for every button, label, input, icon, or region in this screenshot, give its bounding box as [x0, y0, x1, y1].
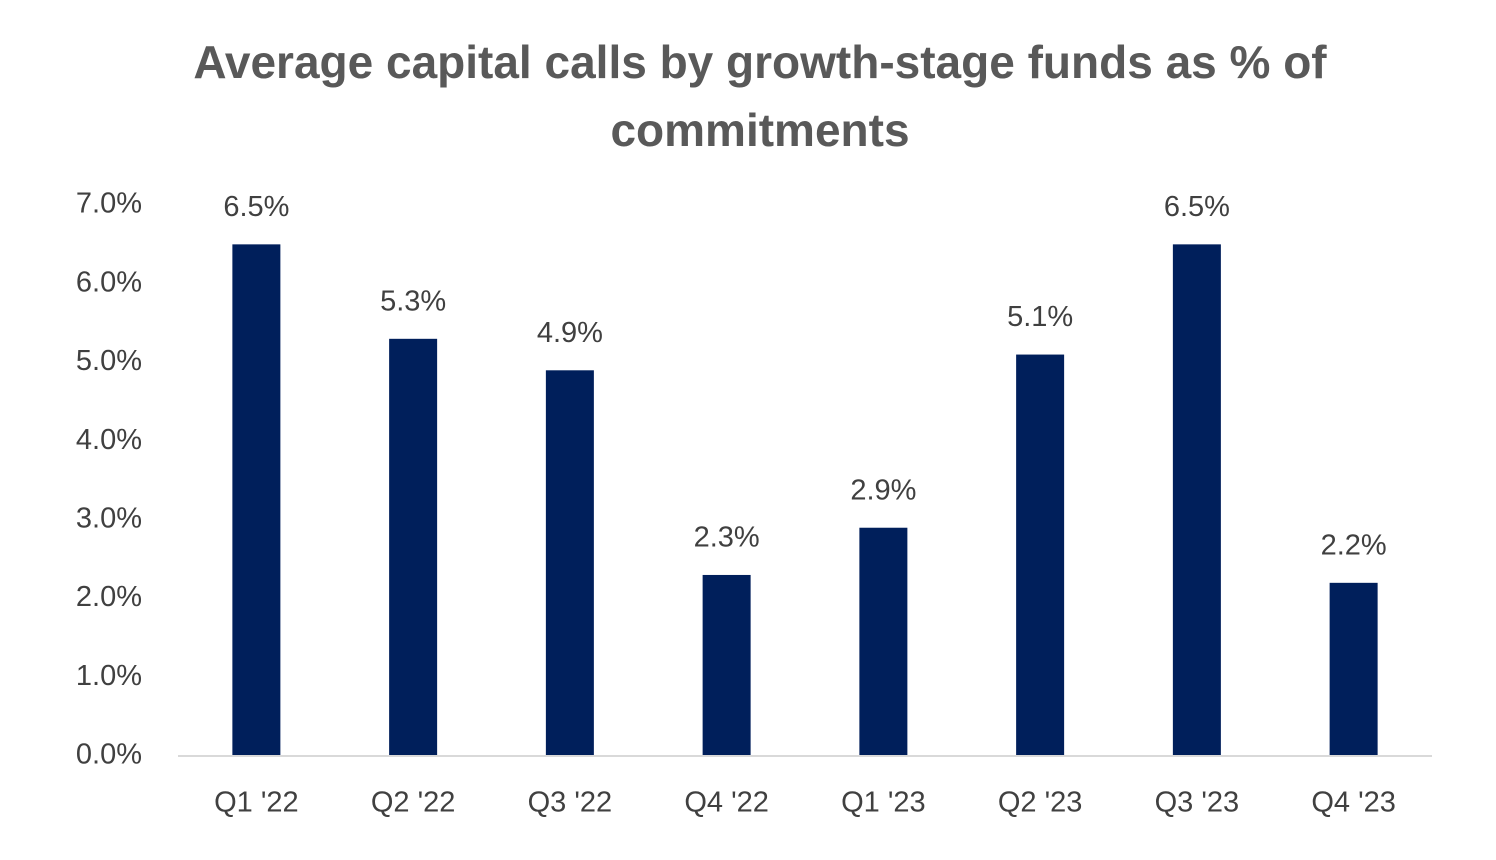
bar [702, 574, 751, 756]
x-tick-label: Q3 '22 [528, 787, 613, 819]
bar [389, 338, 438, 756]
y-tick-label: 4.0% [76, 424, 142, 456]
data-label: 6.5% [223, 191, 289, 223]
data-label: 4.9% [537, 317, 603, 349]
data-label: 2.2% [1321, 529, 1387, 561]
y-tick-label: 3.0% [76, 503, 142, 535]
x-tick-label: Q2 '23 [998, 787, 1083, 819]
data-label: 5.1% [1007, 301, 1073, 333]
x-tick-label: Q3 '23 [1155, 787, 1240, 819]
x-tick-label: Q1 '23 [841, 787, 926, 819]
y-tick-label: 0.0% [76, 739, 142, 771]
x-tick-label: Q1 '22 [214, 787, 299, 819]
y-tick-label: 1.0% [76, 660, 142, 692]
bar [545, 370, 594, 756]
bar [1172, 244, 1221, 756]
y-tick-label: 5.0% [76, 345, 142, 377]
x-tick-label: Q4 '23 [1311, 787, 1396, 819]
bar [232, 244, 281, 756]
data-label: 2.3% [694, 522, 760, 554]
chart-title: Average capital calls by growth-stage fu… [193, 36, 1327, 156]
bar [859, 527, 908, 756]
data-label: 6.5% [1164, 191, 1230, 223]
bar [1016, 354, 1065, 756]
bar [1329, 582, 1378, 756]
x-tick-label: Q2 '22 [371, 787, 456, 819]
data-label: 5.3% [380, 285, 446, 317]
y-tick-label: 2.0% [76, 581, 142, 613]
data-label: 2.9% [850, 474, 916, 506]
x-tick-label: Q4 '22 [684, 787, 769, 819]
y-tick-label: 6.0% [76, 266, 142, 298]
y-tick-label: 7.0% [76, 188, 142, 220]
